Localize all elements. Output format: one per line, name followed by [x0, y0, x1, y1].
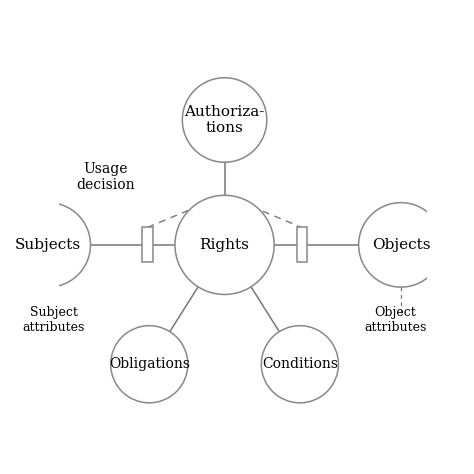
- Text: Subjects: Subjects: [15, 238, 82, 252]
- Circle shape: [175, 195, 274, 294]
- Circle shape: [6, 203, 91, 287]
- Text: Obligations: Obligations: [109, 357, 190, 371]
- Text: Usage
decision: Usage decision: [76, 162, 135, 192]
- Text: Conditions: Conditions: [262, 357, 338, 371]
- Text: Objects: Objects: [372, 238, 430, 252]
- Text: Subject
attributes: Subject attributes: [23, 306, 85, 334]
- FancyBboxPatch shape: [142, 228, 153, 262]
- Text: Rights: Rights: [200, 238, 249, 252]
- Text: Authoriza-
tions: Authoriza- tions: [184, 105, 265, 135]
- FancyBboxPatch shape: [297, 228, 307, 262]
- Text: Object
attributes: Object attributes: [364, 306, 427, 334]
- Circle shape: [182, 78, 267, 162]
- Circle shape: [261, 326, 338, 403]
- Circle shape: [110, 326, 188, 403]
- Circle shape: [359, 203, 443, 287]
